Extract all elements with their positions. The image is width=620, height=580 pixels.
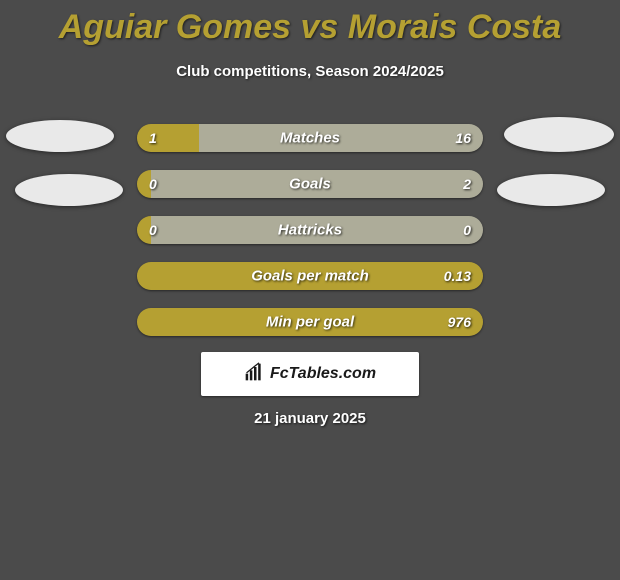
bar-label: Goals [137,176,483,193]
bar-right-value: 2 [463,176,471,192]
player-right-avatar-1 [504,117,614,152]
stat-bar: Hattricks0 0 [137,216,483,244]
page-title: Aguiar Gomes vs Morais Costa [0,0,620,47]
brand-text: FcTables.com [270,365,376,383]
bar-label: Min per goal [137,314,483,331]
brand-box: FcTables.com [201,352,419,396]
stat-bar: Goals0 2 [137,170,483,198]
stat-bar: Min per goal976 [137,308,483,336]
date-text: 21 january 2025 [0,410,620,427]
bar-right-value: 0 [463,222,471,238]
stat-bar: Matches1 16 [137,124,483,152]
bar-label: Goals per match [137,268,483,285]
bar-label: Matches [137,130,483,147]
stat-bar: Goals per match0.13 [137,262,483,290]
player-left-avatar-1 [6,120,114,152]
subtitle: Club competitions, Season 2024/2025 [0,63,620,80]
comparison-bars: Matches116Goals02Hattricks00Goals per ma… [137,124,483,354]
bar-left-value: 0 [149,176,157,192]
bar-left-value: 1 [149,130,157,146]
bar-right-value: 976 [448,314,471,330]
player-right-avatar-2 [497,174,605,206]
bar-right-value: 16 [455,130,471,146]
bar-label: Hattricks [137,222,483,239]
chart-icon [244,362,264,387]
player-left-avatar-2 [15,174,123,206]
bar-left-value: 0 [149,222,157,238]
bar-right-value: 0.13 [444,268,471,284]
